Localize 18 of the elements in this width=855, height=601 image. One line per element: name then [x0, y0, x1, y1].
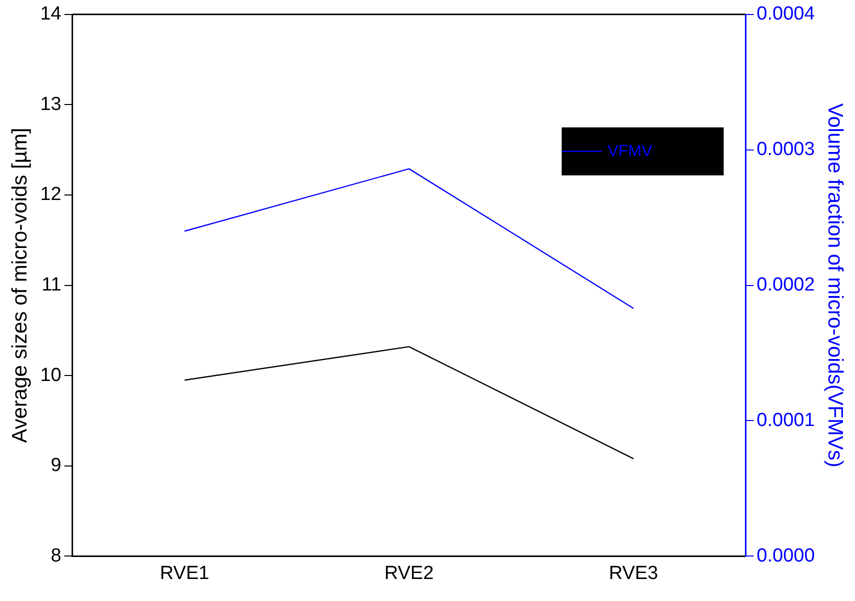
x-tick-label: RVE2 — [384, 562, 434, 584]
y2-tick-label: 0.0000 — [756, 545, 815, 566]
y-tick-label: 14 — [40, 4, 62, 25]
y2-axis-title: Volume fraction of micro-voids(VFMVs) — [824, 103, 847, 468]
y-tick-label: 12 — [40, 184, 62, 206]
y-tick-label: 9 — [50, 455, 62, 476]
legend-label: VFMV — [608, 142, 652, 160]
y-tick-label: 13 — [40, 94, 62, 115]
x-tick-label: RVE1 — [160, 562, 210, 584]
y2-tick-label: 0.0003 — [756, 139, 815, 160]
y2-tick-label: 0.0004 — [756, 4, 816, 25]
y-tick-label: 10 — [40, 364, 62, 386]
y2-tick-label: 0.0001 — [756, 410, 815, 431]
y-tick-label: 11 — [42, 274, 62, 296]
x-tick-label: RVE3 — [608, 562, 658, 584]
y2-tick-label: 0.0002 — [756, 274, 815, 296]
y-tick-label: 8 — [50, 545, 62, 566]
y-axis-title: Average sizes of micro-voids [µm] — [8, 128, 32, 443]
